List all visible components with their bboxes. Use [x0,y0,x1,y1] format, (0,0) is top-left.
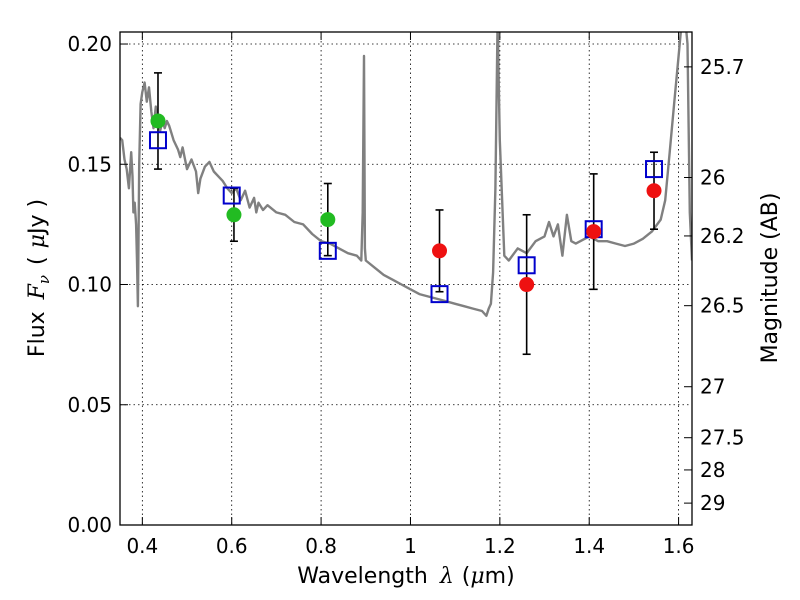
x-tick-label: 0.8 [305,534,337,558]
y2-tick-label: 29 [700,491,725,515]
photometry-point [320,212,336,228]
x-tick-label: 1.4 [573,534,605,558]
plot-frame [119,31,693,526]
photometry-point [150,113,166,129]
y-tick-label: 0.05 [67,393,112,417]
y2-tick-label: 26 [700,165,725,189]
y-tick-label: 0.20 [67,32,112,56]
model-flux-square [222,186,241,205]
photometry-point [519,277,535,293]
photometry-point [226,207,242,223]
y-tick-label: 0.10 [67,273,112,297]
y2-tick-label: 26.2 [700,224,745,248]
y2-tick-label: 27 [700,375,725,399]
y2-tick-label: 25.7 [700,55,745,79]
y-tick-label: 0.00 [67,513,112,537]
photometry-point [646,183,662,199]
plot-area [120,32,692,356]
x-tick-label: 0.6 [216,534,248,558]
model-flux-square [148,131,167,150]
y-axis-label: FluxFν(μJy ) [25,199,53,357]
model-flux-square [517,256,536,275]
x-tick-label: 1.6 [663,534,695,558]
y-tick-label: 0.15 [67,152,112,176]
axes: 0.4 0.6 0.8 1 1.2 1.4 1.6 0.00 0.05 0.10 0.15 0.20 2… [67,32,745,558]
x-tick-label: 1 [404,534,417,558]
y2-tick-label: 28 [700,458,725,482]
y2-axis-label: Magnitude (AB) [758,193,783,364]
photometry-point [586,224,602,240]
x-tick-label: 1.2 [484,534,516,558]
model-flux-square [645,160,664,179]
x-tick-label: 0.4 [126,534,158,558]
model-flux-square [430,285,449,304]
y2-tick-label: 27.5 [700,426,745,450]
photometry-point [432,243,448,259]
y2-tick-label: 26.5 [700,294,745,318]
model-flux-square [318,241,337,260]
sed-model-line [120,32,692,317]
x-axis-label: Wavelength λ (μm) [297,564,514,589]
